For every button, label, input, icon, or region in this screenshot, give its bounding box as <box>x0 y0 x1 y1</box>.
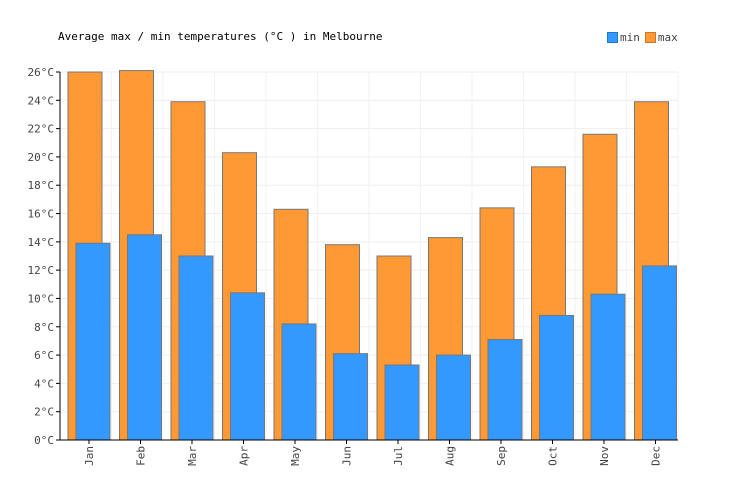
bar-min-jan <box>75 242 111 441</box>
x-tick-label: May <box>289 446 302 466</box>
bar-min-sep <box>487 339 523 441</box>
x-tick-label: Mar <box>186 446 199 466</box>
y-tick-label: 12°C <box>28 264 55 277</box>
x-tick-label: Sep <box>495 446 508 466</box>
y-tick-label: 6°C <box>34 349 54 362</box>
bar-min-may <box>281 323 317 441</box>
y-tick-label: 16°C <box>28 208 55 221</box>
y-tick-label: 4°C <box>34 377 54 390</box>
x-tick-label: Aug <box>444 446 457 466</box>
legend-swatch-max <box>644 32 656 43</box>
bar-min-oct <box>539 314 574 441</box>
y-tick-label: 26°C <box>28 66 55 79</box>
y-tick-label: 14°C <box>28 236 55 249</box>
legend-label-max: max <box>657 31 678 44</box>
x-tick-label: Oct <box>547 446 560 466</box>
x-tick-label: Nov <box>598 446 611 466</box>
bar-min-apr <box>230 292 265 441</box>
bar-min-jun <box>333 353 368 441</box>
y-tick-label: 10°C <box>28 292 55 305</box>
bar-min-jul <box>384 364 420 441</box>
y-tick-label: 24°C <box>28 94 55 107</box>
legend-swatch-min <box>607 32 618 43</box>
y-tick-label: 8°C <box>34 321 54 334</box>
x-tick-label: Apr <box>238 446 251 466</box>
bar-min-feb <box>127 234 162 441</box>
x-tick-label: Dec <box>650 446 663 466</box>
bar-min-dec <box>642 265 677 441</box>
legend-item-min: min <box>607 31 640 44</box>
bar-min-aug <box>436 354 471 441</box>
y-tick-label: 22°C <box>28 123 55 136</box>
y-tick-label: 20°C <box>28 151 55 164</box>
x-tick-label: Jun <box>341 446 354 466</box>
bar-min-mar <box>178 255 214 441</box>
x-tick-label: Feb <box>135 446 148 466</box>
x-tick-label: Jan <box>83 446 96 466</box>
chart-title: Average max / min temperatures (°C ) in … <box>58 30 383 43</box>
y-tick-label: 18°C <box>28 179 55 192</box>
y-tick-label: 2°C <box>34 406 54 419</box>
y-tick-label: 0°C <box>34 434 54 447</box>
x-tick-label: Jul <box>392 446 405 466</box>
legend: min max <box>607 31 683 44</box>
bar-min-nov <box>590 293 626 441</box>
legend-item-max: max <box>644 31 678 44</box>
legend-label-min: min <box>620 31 640 44</box>
